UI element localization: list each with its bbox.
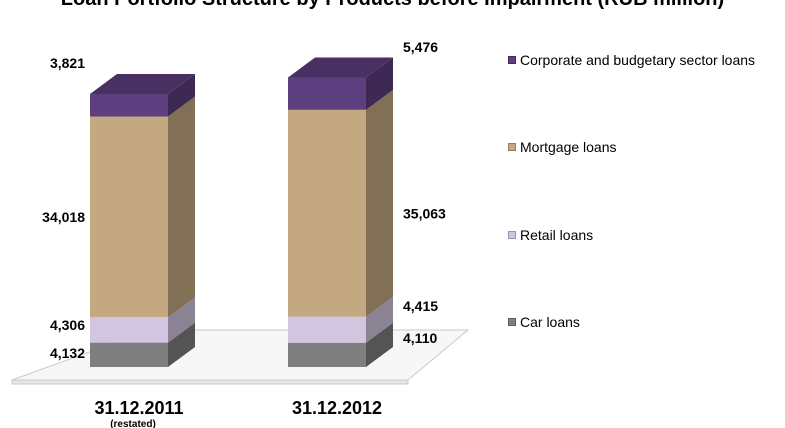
bar1-car-loans-side (168, 322, 195, 367)
category-label-2: 31.12.2012 (292, 398, 382, 418)
bar1-retail-loans-side (168, 297, 195, 343)
bar1-car-loans-front (90, 342, 168, 367)
bar2-corporate-and-budgetary-sector-loans-front (288, 77, 366, 110)
legend-swatch-mortgage (508, 143, 516, 151)
bar2-corporate-and-budgetary-sector-loans-side (366, 57, 393, 110)
bar2-car-loans-front (288, 342, 366, 367)
plot-area: 4,132 4,306 34,018 3,821 31.12.2011(restated… (11, 39, 470, 428)
bar2-mortgage-loans-side (366, 89, 393, 317)
bar1-corporate-and-budgetary-sector-loans-front (90, 93, 168, 117)
bar1-mortgage-loans-front (90, 116, 168, 318)
legend-swatch-retail (508, 231, 516, 239)
data-label-bar1-car-loans: 4,132 (50, 345, 85, 361)
legend-label-car: Car loans (520, 314, 580, 330)
bar1-top-face (90, 73, 195, 94)
legend-label-mortgage: Mortgage loans (520, 139, 617, 155)
legend-item-retail: Retail loans (508, 227, 593, 243)
category-label-1: 31.12.2011 (94, 398, 183, 418)
category-note-1: (restated) (110, 419, 156, 428)
bar1-mortgage-loans-side (168, 96, 195, 318)
legend-item-mortgage: Mortgage loans (508, 139, 617, 155)
data-label-bar2-retail-loans: 4,415 (403, 298, 438, 314)
data-label-bar2-car-loans: 4,110 (403, 330, 437, 346)
legend: Corporate and budgetary sector loans Mor… (508, 0, 785, 428)
bar2-top-face (288, 57, 393, 78)
bar1-retail-loans-front (90, 317, 168, 343)
data-label-bar2-corporate-and-budgetary-sector-loans: 5,476 (403, 39, 438, 55)
legend-item-corporate: Corporate and budgetary sector loans (508, 52, 755, 68)
data-label-bar1-retail-loans: 4,306 (50, 317, 85, 333)
bar2-mortgage-loans-front (288, 109, 366, 317)
bar2-retail-loans-front (288, 316, 366, 343)
data-label-bar1-mortgage-loans: 34,018 (42, 209, 85, 225)
bar2-car-loans-side (366, 322, 393, 367)
data-label-bar2-mortgage-loans: 35,063 (403, 205, 446, 221)
legend-swatch-corporate (508, 56, 516, 64)
bar2-retail-loans-side (366, 296, 393, 343)
chart-floor-edge (11, 379, 409, 385)
legend-label-retail: Retail loans (520, 227, 594, 243)
legend-swatch-car (508, 318, 516, 326)
legend-item-car: Car loans (508, 314, 580, 330)
chart-title: Loan Portfolio Structure by Products bef… (0, 0, 785, 12)
data-label-bar1-corporate-and-budgetary-sector-loans: 3,821 (50, 55, 85, 71)
bar1-corporate-and-budgetary-sector-loans-side (168, 73, 195, 117)
legend-label-corporate: Corporate and budgetary sector loans (520, 52, 756, 68)
